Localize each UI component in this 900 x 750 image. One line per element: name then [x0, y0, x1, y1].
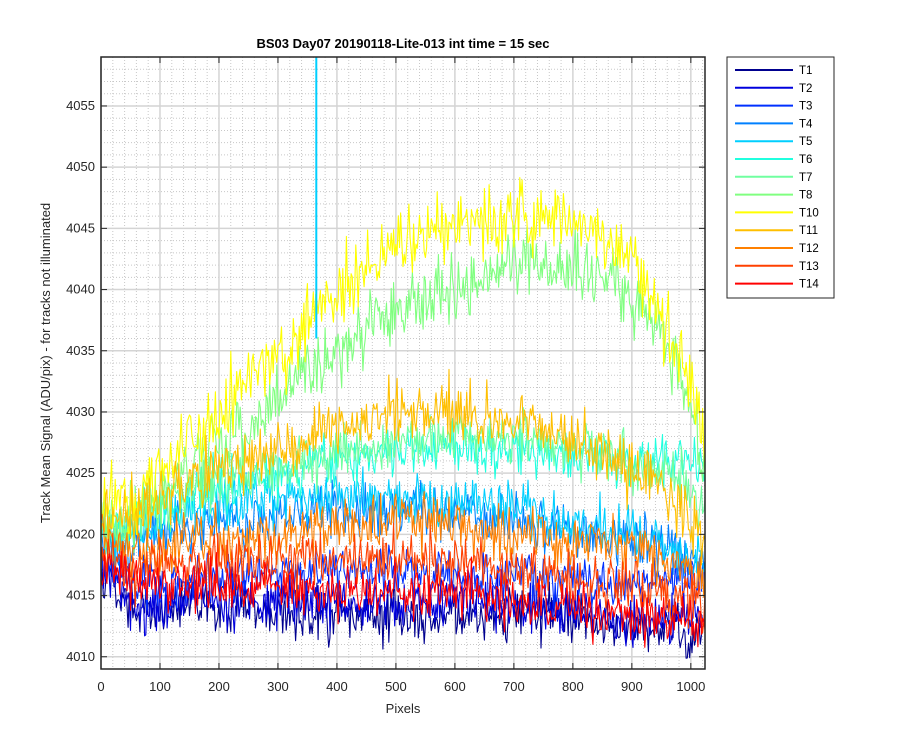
y-tick-label: 4015 [66, 588, 95, 603]
legend: T1 T2 T3 T4 T5 T6 T7 T8 T10 T11 T12 T13 T14 [726, 56, 835, 299]
y-axis-label: Track Mean Signal (ADU/pix) - for tracks… [38, 203, 53, 523]
y-tick-label: 4010 [66, 649, 95, 664]
x-tick-label: 1000 [676, 679, 705, 694]
x-axis-label: Pixels [386, 701, 421, 716]
legend-label: T1 [799, 65, 812, 77]
series-line-t11 [101, 368, 705, 566]
legend-label: T8 [799, 190, 812, 202]
y-tick-label: 4045 [66, 220, 95, 235]
legend-entry: T14 [735, 279, 819, 291]
series-line-t1 [101, 561, 705, 659]
y-tick-label: 4020 [66, 526, 95, 541]
y-tick-label: 4035 [66, 343, 95, 358]
x-tick-label: 400 [326, 679, 348, 694]
legend-entry: T5 [735, 136, 812, 148]
x-tick-label: 100 [149, 679, 171, 694]
legend-entry: T10 [735, 207, 819, 219]
legend-label: T10 [799, 207, 819, 219]
series-line-t14 [101, 551, 705, 648]
legend-entry: T11 [735, 225, 818, 237]
y-tick-label: 4050 [66, 159, 95, 174]
series-line-t3 [101, 544, 705, 613]
x-tick-label: 600 [444, 679, 466, 694]
legend-entry: T12 [735, 243, 819, 255]
x-tick-label: 500 [385, 679, 407, 694]
legend-label: T11 [799, 225, 818, 237]
axis-ticks: 0 100 200 300 400 500 600 700 800 900 1000 4010 4015… [66, 57, 705, 694]
y-tick-label: 4025 [66, 465, 95, 480]
x-tick-label: 300 [267, 679, 289, 694]
legend-label: T7 [799, 172, 812, 184]
x-tick-label: 800 [562, 679, 584, 694]
legend-entry: T4 [735, 118, 813, 130]
series-line-t8 [101, 225, 705, 553]
legend-entry: T7 [735, 172, 812, 184]
legend-entry: T1 [735, 65, 812, 77]
legend-entry: T2 [735, 83, 812, 95]
legend-entry: T13 [735, 261, 819, 273]
legend-entry: T6 [735, 154, 812, 166]
x-tick-label: 700 [503, 679, 525, 694]
x-tick-label: 0 [97, 679, 104, 694]
legend-label: T5 [799, 136, 812, 148]
legend-label: T13 [799, 261, 819, 273]
legend-label: T6 [799, 154, 812, 166]
chart-title: BS03 Day07 20190118-Lite-013 int time = … [256, 36, 549, 51]
legend-label: T4 [799, 118, 813, 130]
x-tick-label: 900 [621, 679, 643, 694]
x-tick-label: 200 [208, 679, 230, 694]
legend-entry: T3 [735, 101, 812, 113]
y-tick-label: 4040 [66, 282, 95, 297]
plot-frame [100, 56, 706, 670]
legend-label: T14 [799, 279, 819, 291]
series-line-t10 [101, 176, 705, 536]
y-tick-label: 4030 [66, 404, 95, 419]
series-lines [101, 176, 705, 659]
legend-entry: T8 [735, 190, 812, 202]
series-line-t13 [101, 522, 705, 634]
legend-label: T3 [799, 101, 812, 113]
legend-label: T2 [799, 83, 812, 95]
series-line-t12 [101, 491, 705, 598]
y-tick-label: 4055 [66, 98, 95, 113]
legend-label: T12 [799, 243, 819, 255]
